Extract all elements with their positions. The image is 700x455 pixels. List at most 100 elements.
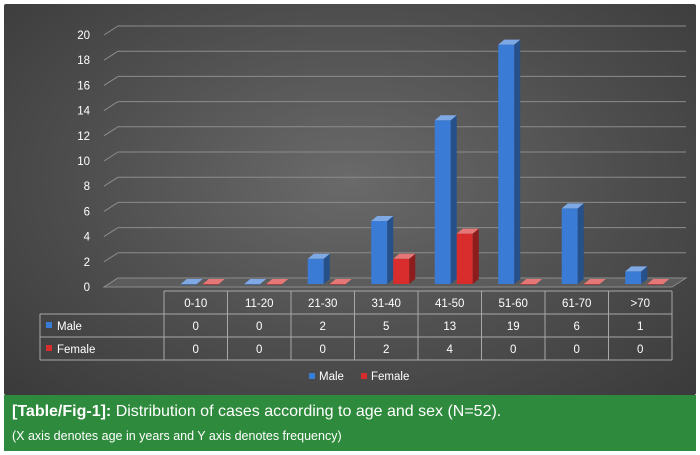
bar-male-top [244, 279, 267, 284]
table-cell-value: 0 [510, 344, 516, 356]
y-tick-label: 2 [84, 257, 90, 269]
bar-male-side [323, 253, 330, 284]
table-legend-key [46, 322, 52, 328]
bar-female-top [456, 228, 479, 234]
chart-panel: 0 2 4 6 8 10 12 14 16 18 20 0-10 11-20 21-30 31-40 41-5… [4, 4, 696, 395]
table-cell-value: 19 [507, 321, 520, 333]
x-category-label: 51-60 [499, 298, 528, 310]
x-category-label: 31-40 [372, 298, 401, 310]
bar-male-top [434, 115, 457, 121]
gridline-side [103, 252, 119, 263]
gridline-side [103, 201, 119, 212]
y-tick-label: 12 [77, 131, 90, 143]
table-cell-value: 2 [320, 321, 326, 333]
bar-male-side [450, 115, 457, 284]
bar-male-side [387, 216, 394, 284]
bar-female-top [266, 279, 289, 284]
bar-male-front [307, 258, 324, 284]
bar-male-side [577, 203, 584, 284]
bar-female-top [583, 279, 606, 284]
bar-female-front [583, 284, 600, 285]
bar-male-front [625, 271, 642, 284]
y-tick-label: 6 [84, 206, 90, 218]
bar-male-front [434, 120, 451, 284]
table-cell-value: 0 [637, 344, 643, 356]
bar-female-top [202, 279, 225, 284]
gridline-side [103, 176, 119, 187]
bar-female-top [329, 279, 352, 284]
bar-male-front [244, 284, 261, 285]
y-tick-label: 10 [77, 156, 90, 168]
y-tick-label: 18 [77, 55, 90, 67]
bar-male-top [561, 203, 584, 209]
bar-female-front [393, 258, 410, 284]
bar-female-front [202, 284, 219, 285]
gridline-side [103, 25, 119, 36]
caption-subtext: (X axis denotes age in years and Y axis … [12, 429, 342, 443]
y-tick-label: 20 [77, 30, 90, 42]
legend-label: Female [371, 371, 409, 383]
table-cell-value: 0 [320, 344, 326, 356]
y-tick-label: 16 [77, 80, 90, 92]
x-category-label: 41-50 [435, 298, 464, 310]
bar-male-front [180, 284, 197, 285]
caption-label: [Table/Fig-1]: [12, 403, 112, 420]
table-cell-value: 0 [256, 321, 262, 333]
table-cell-value: 0 [256, 344, 262, 356]
table-cell-value: 4 [447, 344, 454, 356]
bar-male-side [641, 266, 648, 284]
table-series-name: Male [57, 321, 82, 333]
y-tick-label: 0 [84, 282, 90, 294]
x-category-label: 0-10 [184, 298, 207, 310]
y-tick-label: 4 [84, 232, 91, 244]
bar-male-top [371, 216, 394, 221]
bar-male-front [498, 44, 515, 284]
x-category-label: >70 [630, 298, 650, 310]
gridline-side [103, 151, 119, 162]
bar-female-top [393, 253, 416, 259]
bar-female-side [472, 228, 479, 284]
table-cell-value: 0 [193, 321, 199, 333]
table-legend-key [46, 345, 52, 351]
legend-key [361, 373, 367, 379]
gridline-side [103, 50, 119, 61]
bar-male-top [180, 279, 203, 284]
bar-male-front [371, 221, 388, 284]
table-cell-value: 1 [637, 321, 643, 333]
x-category-label: 11-20 [245, 298, 274, 310]
bar-male-side [514, 39, 521, 284]
table-cell-value: 13 [443, 321, 456, 333]
bar-female-front [329, 284, 346, 285]
bar-female-top [520, 279, 543, 284]
table-cell-value: 0 [574, 344, 580, 356]
caption-band: [Table/Fig-1]: Distribution of cases acc… [4, 395, 696, 451]
caption-text: Distribution of cases according to age a… [111, 403, 502, 420]
legend-label: Male [319, 371, 344, 383]
gridline-side [103, 101, 119, 112]
legend-key [309, 373, 315, 379]
bar-female-front [520, 284, 537, 285]
bar-male-front [561, 208, 578, 284]
table-cell-value: 2 [383, 344, 389, 356]
gridline-side [103, 126, 119, 137]
bar-female-front [647, 284, 664, 285]
gridline-side [103, 227, 119, 238]
table-cell-value: 5 [383, 321, 389, 333]
bar-male-top [498, 39, 521, 45]
caption-title: [Table/Fig-1]: Distribution of cases acc… [12, 403, 501, 421]
bar-female-front [456, 233, 473, 284]
bar-male-top [625, 266, 648, 272]
bar-male-top [307, 253, 330, 259]
bar-female-front [266, 284, 283, 285]
y-tick-label: 8 [84, 181, 90, 193]
table-series-name: Female [57, 344, 95, 356]
x-category-label: 21-30 [308, 298, 337, 310]
gridline-side [103, 75, 119, 86]
bar-female-top [647, 279, 670, 284]
y-tick-label: 14 [77, 106, 90, 118]
bar-female-side [409, 253, 416, 284]
x-category-label: 61-70 [562, 298, 591, 310]
table-cell-value: 0 [193, 344, 199, 356]
